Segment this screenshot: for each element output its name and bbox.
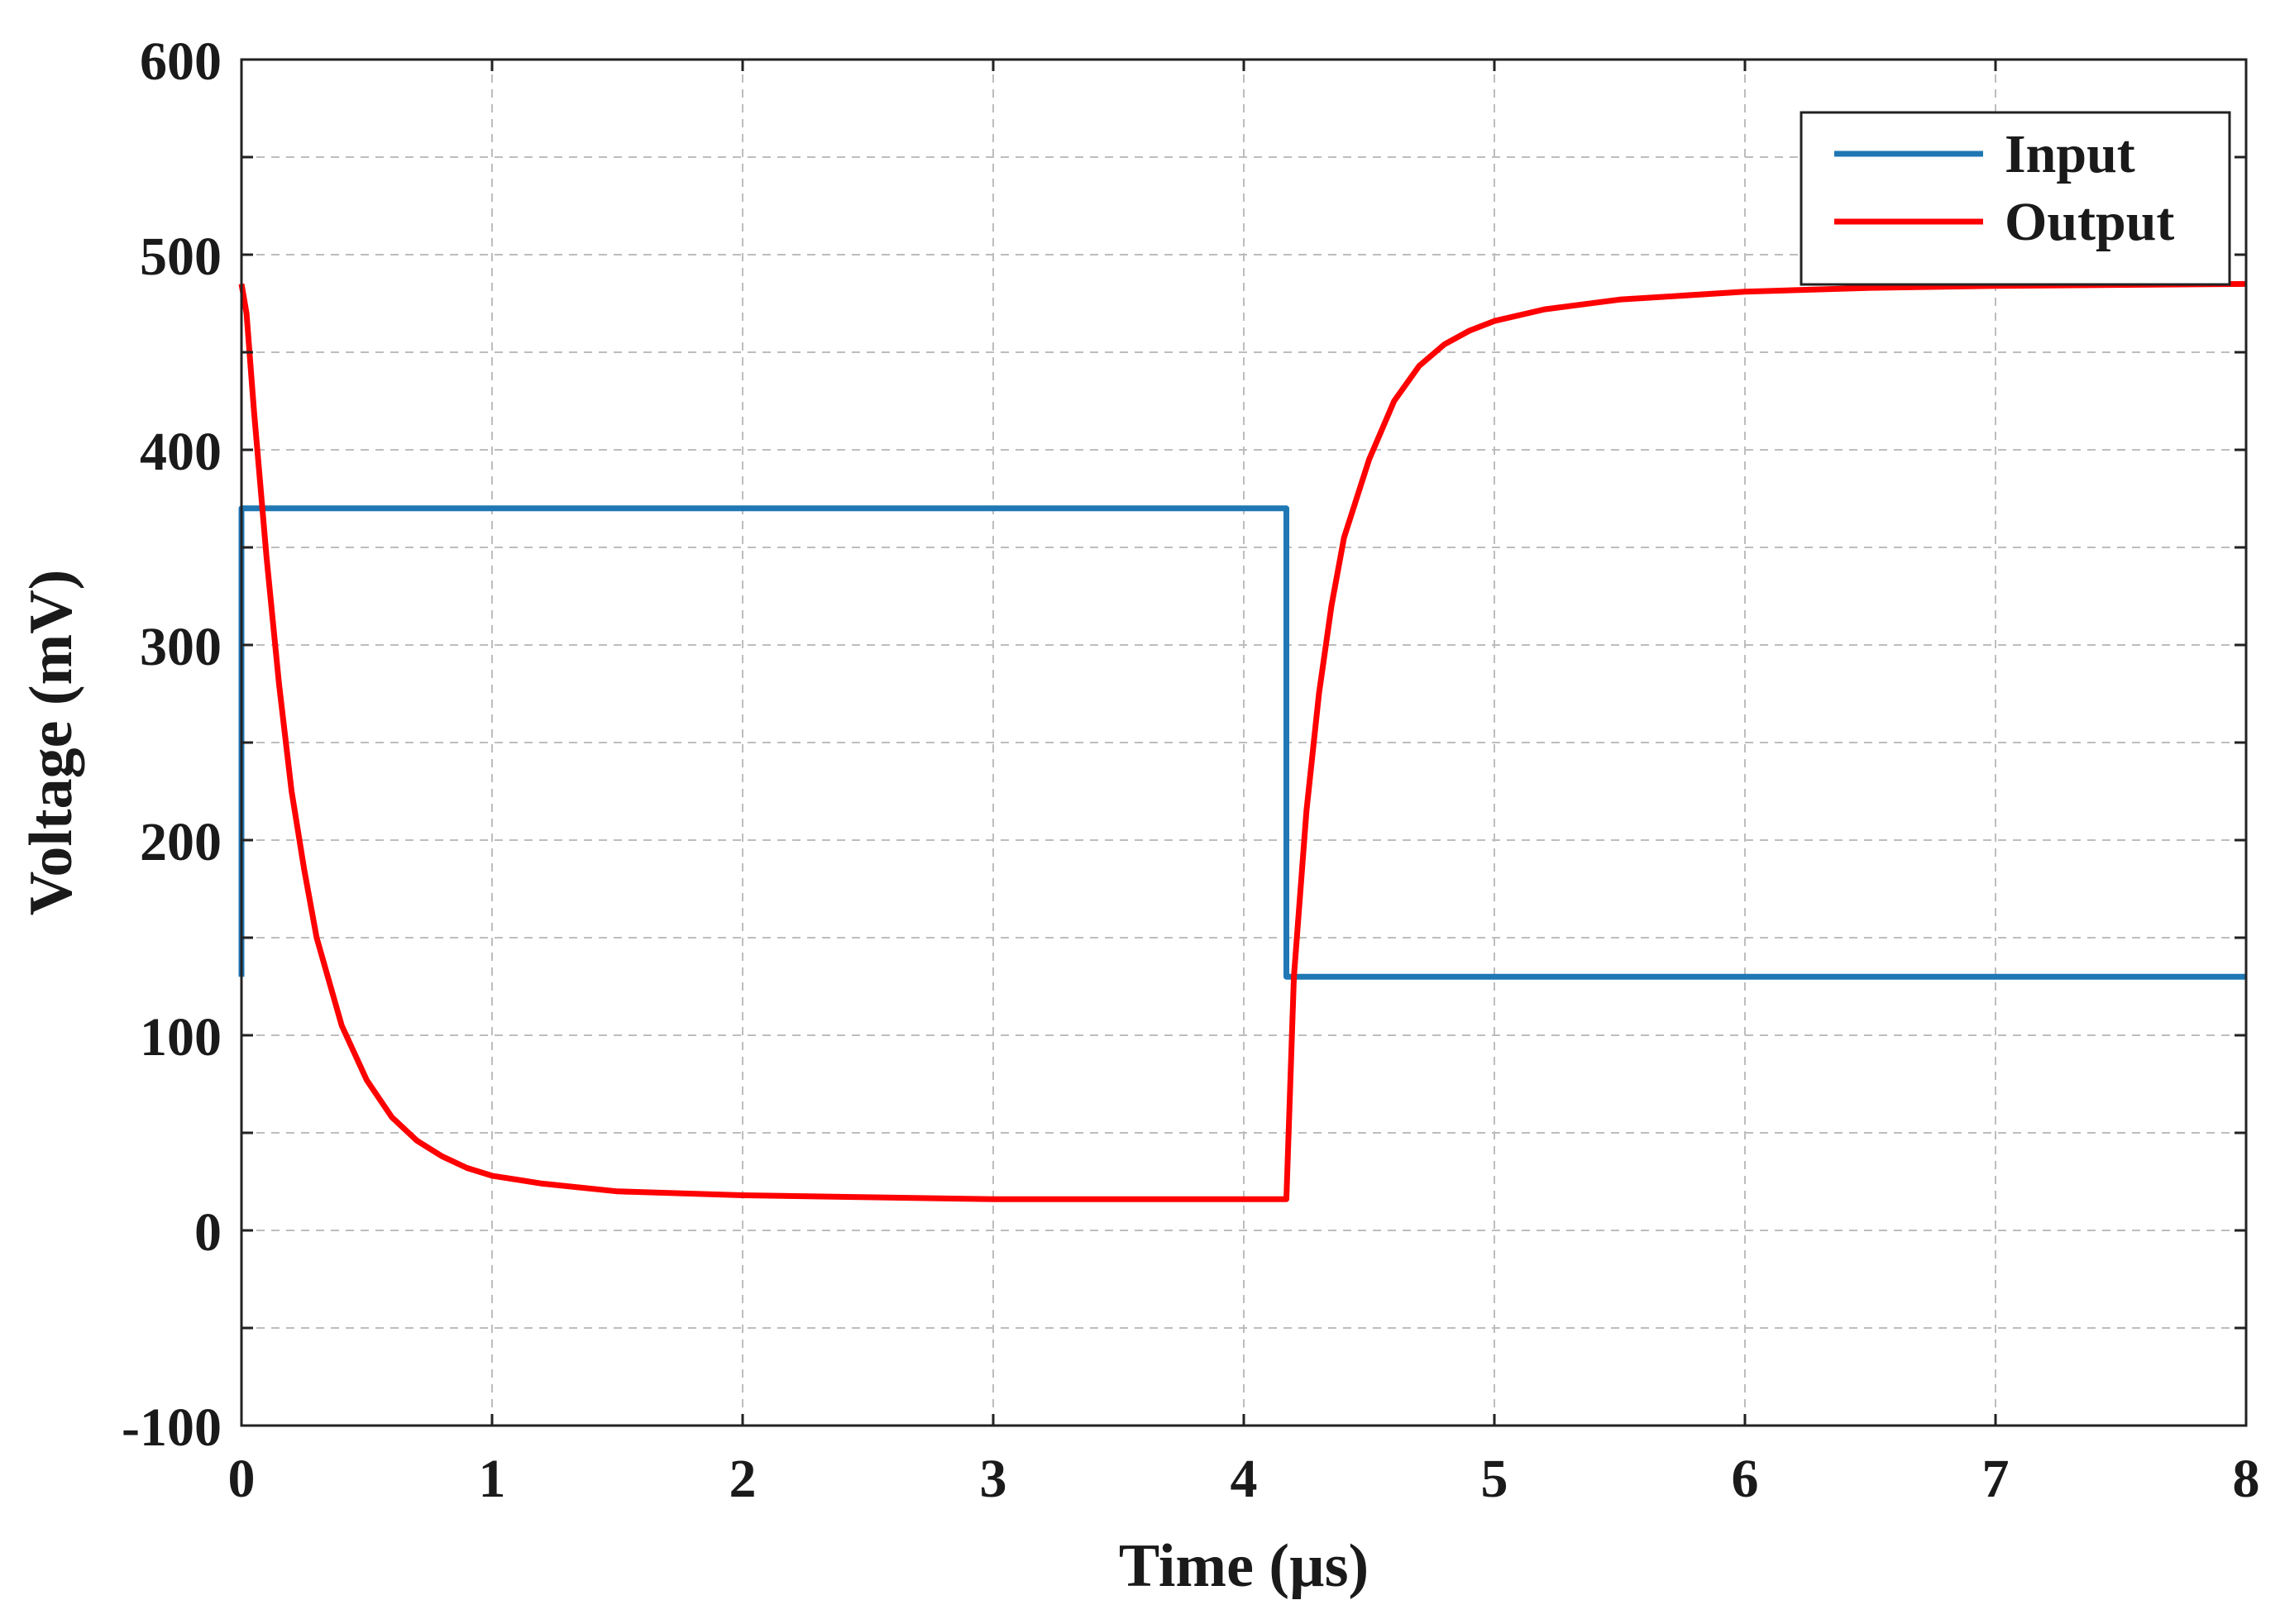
x-tick-label: 1 [479,1449,506,1509]
x-tick-label: 0 [228,1449,256,1509]
y-tick-label: 0 [194,1202,222,1263]
x-axis-label: Time (µs) [1119,1532,1369,1600]
grid [241,60,2246,1426]
x-tick-label: 8 [2233,1449,2260,1509]
legend: Input Output [1800,111,2231,286]
ticks [240,58,2248,1427]
x-tick-label: 4 [1231,1449,1258,1509]
y-tick-label: 600 [140,31,222,92]
legend-label-output: Output [2005,192,2174,252]
series-line-output [238,280,2247,1202]
legend-box [1800,111,2231,286]
x-tick-label: 2 [729,1449,757,1509]
legend-label-input: Input [2005,124,2135,184]
y-tick-label: 100 [140,1007,222,1068]
y-tick-labels: -100 0 100 200 300 400 500 600 [122,31,222,1458]
x-tick-label: 6 [1732,1449,1759,1509]
x-tick-label: 5 [1481,1449,1508,1509]
y-tick-label: 500 [140,227,222,287]
y-tick-label: 200 [140,812,222,872]
y-tick-label: 300 [140,617,222,677]
x-tick-label: 3 [980,1449,1007,1509]
y-tick-label: 400 [140,422,222,482]
x-tick-label: 7 [1982,1449,2010,1509]
y-axis-label: Voltage (mV) [17,570,85,916]
y-tick-label: -100 [122,1397,222,1458]
x-tick-labels: 0 1 2 3 4 5 6 7 8 [228,1449,2260,1509]
